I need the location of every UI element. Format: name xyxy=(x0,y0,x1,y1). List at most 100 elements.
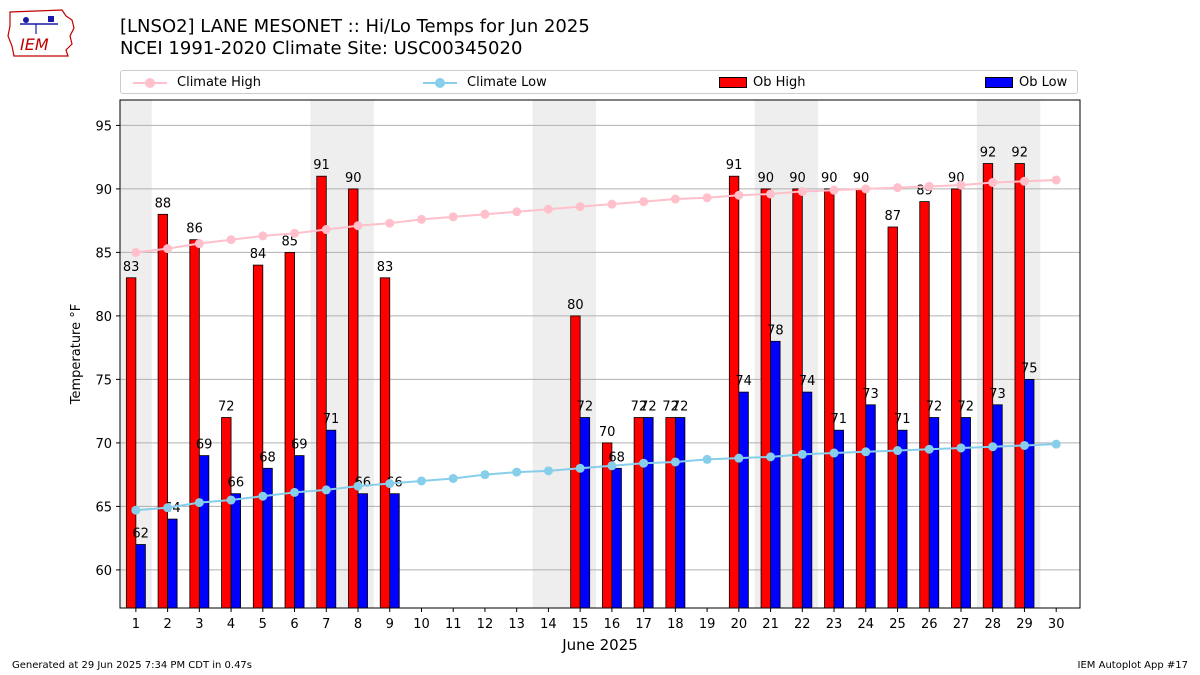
x-tick-label: 23 xyxy=(826,617,843,632)
climate-low-point xyxy=(607,461,617,471)
x-tick-label: 19 xyxy=(699,617,716,632)
y-tick-label: 90 xyxy=(95,183,112,198)
ob-low-bar xyxy=(611,467,622,609)
ob-high-bar xyxy=(1014,163,1025,609)
ob-high-bar xyxy=(125,277,137,609)
ob-high-data-label: 72 xyxy=(662,400,679,415)
ob-high-bar xyxy=(760,188,771,609)
climate-low-point xyxy=(131,505,141,515)
ob-low-bar xyxy=(198,455,210,609)
ob-high-data-label: 88 xyxy=(155,196,172,211)
ob-high-bar xyxy=(982,163,994,609)
y-tick-label: 80 xyxy=(95,310,112,325)
x-axis-label: June 2025 xyxy=(561,636,638,654)
logo-text: IEM xyxy=(20,35,49,54)
x-tick-label: 6 xyxy=(290,617,298,632)
ob-high-data-label: 92 xyxy=(1011,146,1028,161)
climate-high-point xyxy=(416,214,426,224)
ob-low-data-label: 68 xyxy=(259,450,276,465)
climate-high-point xyxy=(956,180,966,190)
y-tick-label: 65 xyxy=(95,500,112,515)
ob-high-swatch xyxy=(719,77,747,88)
climate-high-point xyxy=(861,184,871,194)
climate-low-point xyxy=(829,448,839,458)
ob-low-bar xyxy=(897,429,908,609)
climate-low-point xyxy=(797,449,807,459)
x-tick-label: 12 xyxy=(477,617,494,632)
climate-low-point xyxy=(258,491,268,501)
x-tick-label: 25 xyxy=(889,617,906,632)
x-tick-label: 30 xyxy=(1048,617,1065,632)
climate-high-point xyxy=(512,207,522,217)
climate-low-point xyxy=(194,498,204,508)
ob-low-data-label: 69 xyxy=(196,438,213,453)
climate-low-marker-swatch xyxy=(435,78,445,88)
x-tick-label: 27 xyxy=(953,617,970,632)
ob-low-bar xyxy=(801,391,813,609)
ob-high-bar xyxy=(252,264,264,609)
ob-low-bar xyxy=(1024,378,1035,609)
climate-high-point xyxy=(543,204,553,214)
x-tick-label: 13 xyxy=(508,617,525,632)
ob-low-data-label: 73 xyxy=(862,387,879,402)
legend: Climate High Climate Low Ob High Ob Low xyxy=(120,70,1078,94)
climate-low-point xyxy=(702,454,712,464)
ob-low-data-label: 75 xyxy=(1021,361,1038,376)
ob-high-data-label: 70 xyxy=(599,425,616,440)
climate-low-point xyxy=(543,466,553,476)
climate-high-point xyxy=(258,231,268,241)
ob-high-data-label: 72 xyxy=(218,400,235,415)
ob-low-bar xyxy=(738,391,749,609)
ob-low-bar xyxy=(389,493,400,609)
ob-high-bar xyxy=(348,188,359,609)
ob-high-bar xyxy=(379,277,391,609)
climate-high-point xyxy=(1051,175,1061,185)
ob-low-data-label: 72 xyxy=(926,400,943,415)
x-tick-label: 28 xyxy=(984,617,1001,632)
ob-low-data-label: 66 xyxy=(228,476,245,491)
x-tick-label: 21 xyxy=(762,617,779,632)
climate-low-point xyxy=(353,481,363,491)
x-tick-label: 24 xyxy=(858,617,875,632)
climate-high-point xyxy=(385,218,395,228)
climate-high-point xyxy=(766,189,776,199)
climate-low-point xyxy=(163,503,173,513)
ob-low-bar xyxy=(770,340,781,609)
climate-high-point xyxy=(734,190,744,200)
x-tick-label: 4 xyxy=(227,617,235,632)
ob-low-data-label: 72 xyxy=(672,400,689,415)
x-tick-label: 16 xyxy=(604,617,621,632)
climate-low-point xyxy=(893,446,903,456)
ob-high-data-label: 86 xyxy=(186,222,203,237)
climate-low-point xyxy=(290,487,300,497)
y-tick-label: 70 xyxy=(95,437,112,452)
x-tick-label: 3 xyxy=(195,617,203,632)
climate-high-point xyxy=(639,197,649,207)
climate-low-point xyxy=(924,444,934,454)
ob-low-bar xyxy=(865,404,876,609)
climate-high-point xyxy=(321,225,331,235)
ob-low-bar xyxy=(135,544,146,609)
x-tick-label: 9 xyxy=(386,617,394,632)
ob-high-bar xyxy=(824,188,835,609)
y-axis-label: Temperature °F xyxy=(69,304,84,405)
ob-high-bar xyxy=(284,251,295,609)
ob-high-bar xyxy=(728,175,740,609)
climate-high-point xyxy=(194,239,204,249)
ob-high-bar xyxy=(951,188,962,609)
climate-low-point xyxy=(480,470,490,480)
climate-low-point xyxy=(766,452,776,462)
x-tick-label: 29 xyxy=(1016,617,1033,632)
climate-low-point xyxy=(1019,440,1029,450)
climate-high-point xyxy=(670,194,680,204)
ob-high-bar xyxy=(665,417,676,609)
climate-low-point xyxy=(988,442,998,452)
climate-high-line xyxy=(135,179,1057,254)
ob-low-bar xyxy=(357,493,368,609)
iem-logo: IEM xyxy=(7,9,75,57)
climate-low-point xyxy=(226,495,236,505)
ob-low-bar xyxy=(230,493,241,609)
ob-high-data-label: 72 xyxy=(631,400,648,415)
climate-high-point xyxy=(893,183,903,193)
